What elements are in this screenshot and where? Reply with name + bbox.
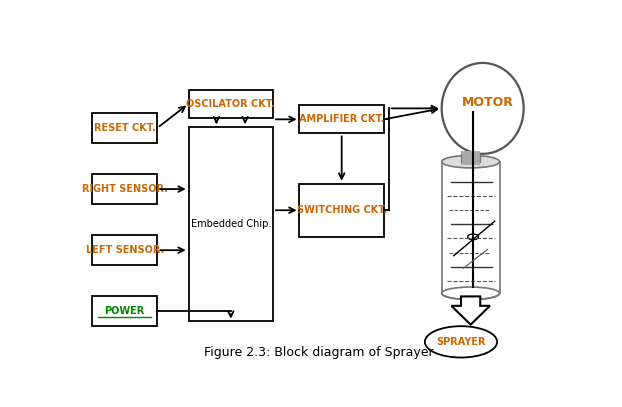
Bar xyxy=(92,235,157,265)
Bar xyxy=(92,113,157,143)
Bar xyxy=(188,127,273,322)
Bar xyxy=(92,296,157,326)
Text: Embedded Chip.: Embedded Chip. xyxy=(190,219,271,229)
Text: MOTOR: MOTOR xyxy=(462,96,513,109)
Text: RESET CKT.: RESET CKT. xyxy=(94,123,156,133)
Bar xyxy=(188,90,273,118)
Text: AMPLIFIER CKT.: AMPLIFIER CKT. xyxy=(299,114,384,125)
Text: Figure 2.3: Block diagram of Sprayer: Figure 2.3: Block diagram of Sprayer xyxy=(204,346,434,359)
Ellipse shape xyxy=(425,326,497,357)
Ellipse shape xyxy=(468,234,478,240)
Text: RIGHT SENSOR.: RIGHT SENSOR. xyxy=(82,184,168,194)
Text: SPRAYER: SPRAYER xyxy=(436,337,486,347)
Ellipse shape xyxy=(442,155,499,168)
Bar xyxy=(92,174,157,204)
Text: SWITCHING CKT.: SWITCHING CKT. xyxy=(297,205,387,215)
Text: OSCILATOR CKT.: OSCILATOR CKT. xyxy=(187,98,275,109)
Bar xyxy=(461,151,480,165)
Bar xyxy=(300,105,384,133)
Text: POWER: POWER xyxy=(104,306,145,316)
Ellipse shape xyxy=(442,287,499,300)
Text: LEFT SENSOR.: LEFT SENSOR. xyxy=(86,245,164,255)
Bar xyxy=(300,184,384,237)
Ellipse shape xyxy=(442,63,524,154)
Polygon shape xyxy=(452,296,490,325)
